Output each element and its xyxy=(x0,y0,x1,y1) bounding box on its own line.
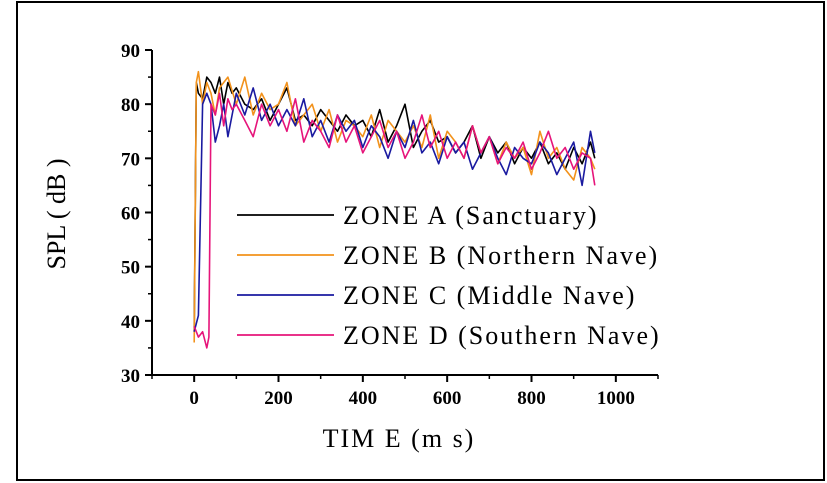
legend-label-2: ZONE B (Northern Nave) xyxy=(343,241,659,270)
legend-label-1: ZONE A (Sanctuary) xyxy=(343,201,599,230)
x-tick-label: 400 xyxy=(349,388,378,409)
chart-svg: 30 40 50 60 70 80 90 0 200 400 600 800 1000 ZONE A (… xyxy=(42,41,661,453)
series-line-3 xyxy=(193,87,596,332)
y-tick-label: 60 xyxy=(121,204,140,225)
y-tick-label: 90 xyxy=(121,41,140,62)
x-tick-label: 1000 xyxy=(597,388,635,409)
y-tick-label: 40 xyxy=(121,312,140,333)
x-tick-label: 200 xyxy=(264,388,293,409)
y-tick-label: 70 xyxy=(121,149,140,170)
y-tick-label: 80 xyxy=(121,95,140,116)
series-line-2 xyxy=(193,70,596,343)
series-line-4 xyxy=(193,92,596,349)
legend-label-3: ZONE C (Middle Nave) xyxy=(343,281,636,310)
y-axis-title: SPL ( dB ) xyxy=(42,159,71,270)
axes: 30 40 50 60 70 80 90 0 200 400 600 800 1000 xyxy=(121,41,659,409)
legend-label-4: ZONE D (Southern Nave) xyxy=(343,321,661,350)
series-layer xyxy=(193,70,596,349)
chart-frame: 30 40 50 60 70 80 90 0 200 400 600 800 1000 ZONE A (… xyxy=(16,1,825,481)
y-tick-label: 50 xyxy=(121,258,140,279)
legend: ZONE A (Sanctuary) ZONE B (Northern Nave)… xyxy=(237,201,661,350)
x-tick-label: 0 xyxy=(189,388,199,409)
y-tick-label: 30 xyxy=(121,366,140,387)
x-axis-title: TIM E (m s) xyxy=(323,424,476,453)
x-tick-label: 600 xyxy=(433,388,462,409)
x-tick-label: 800 xyxy=(517,388,546,409)
